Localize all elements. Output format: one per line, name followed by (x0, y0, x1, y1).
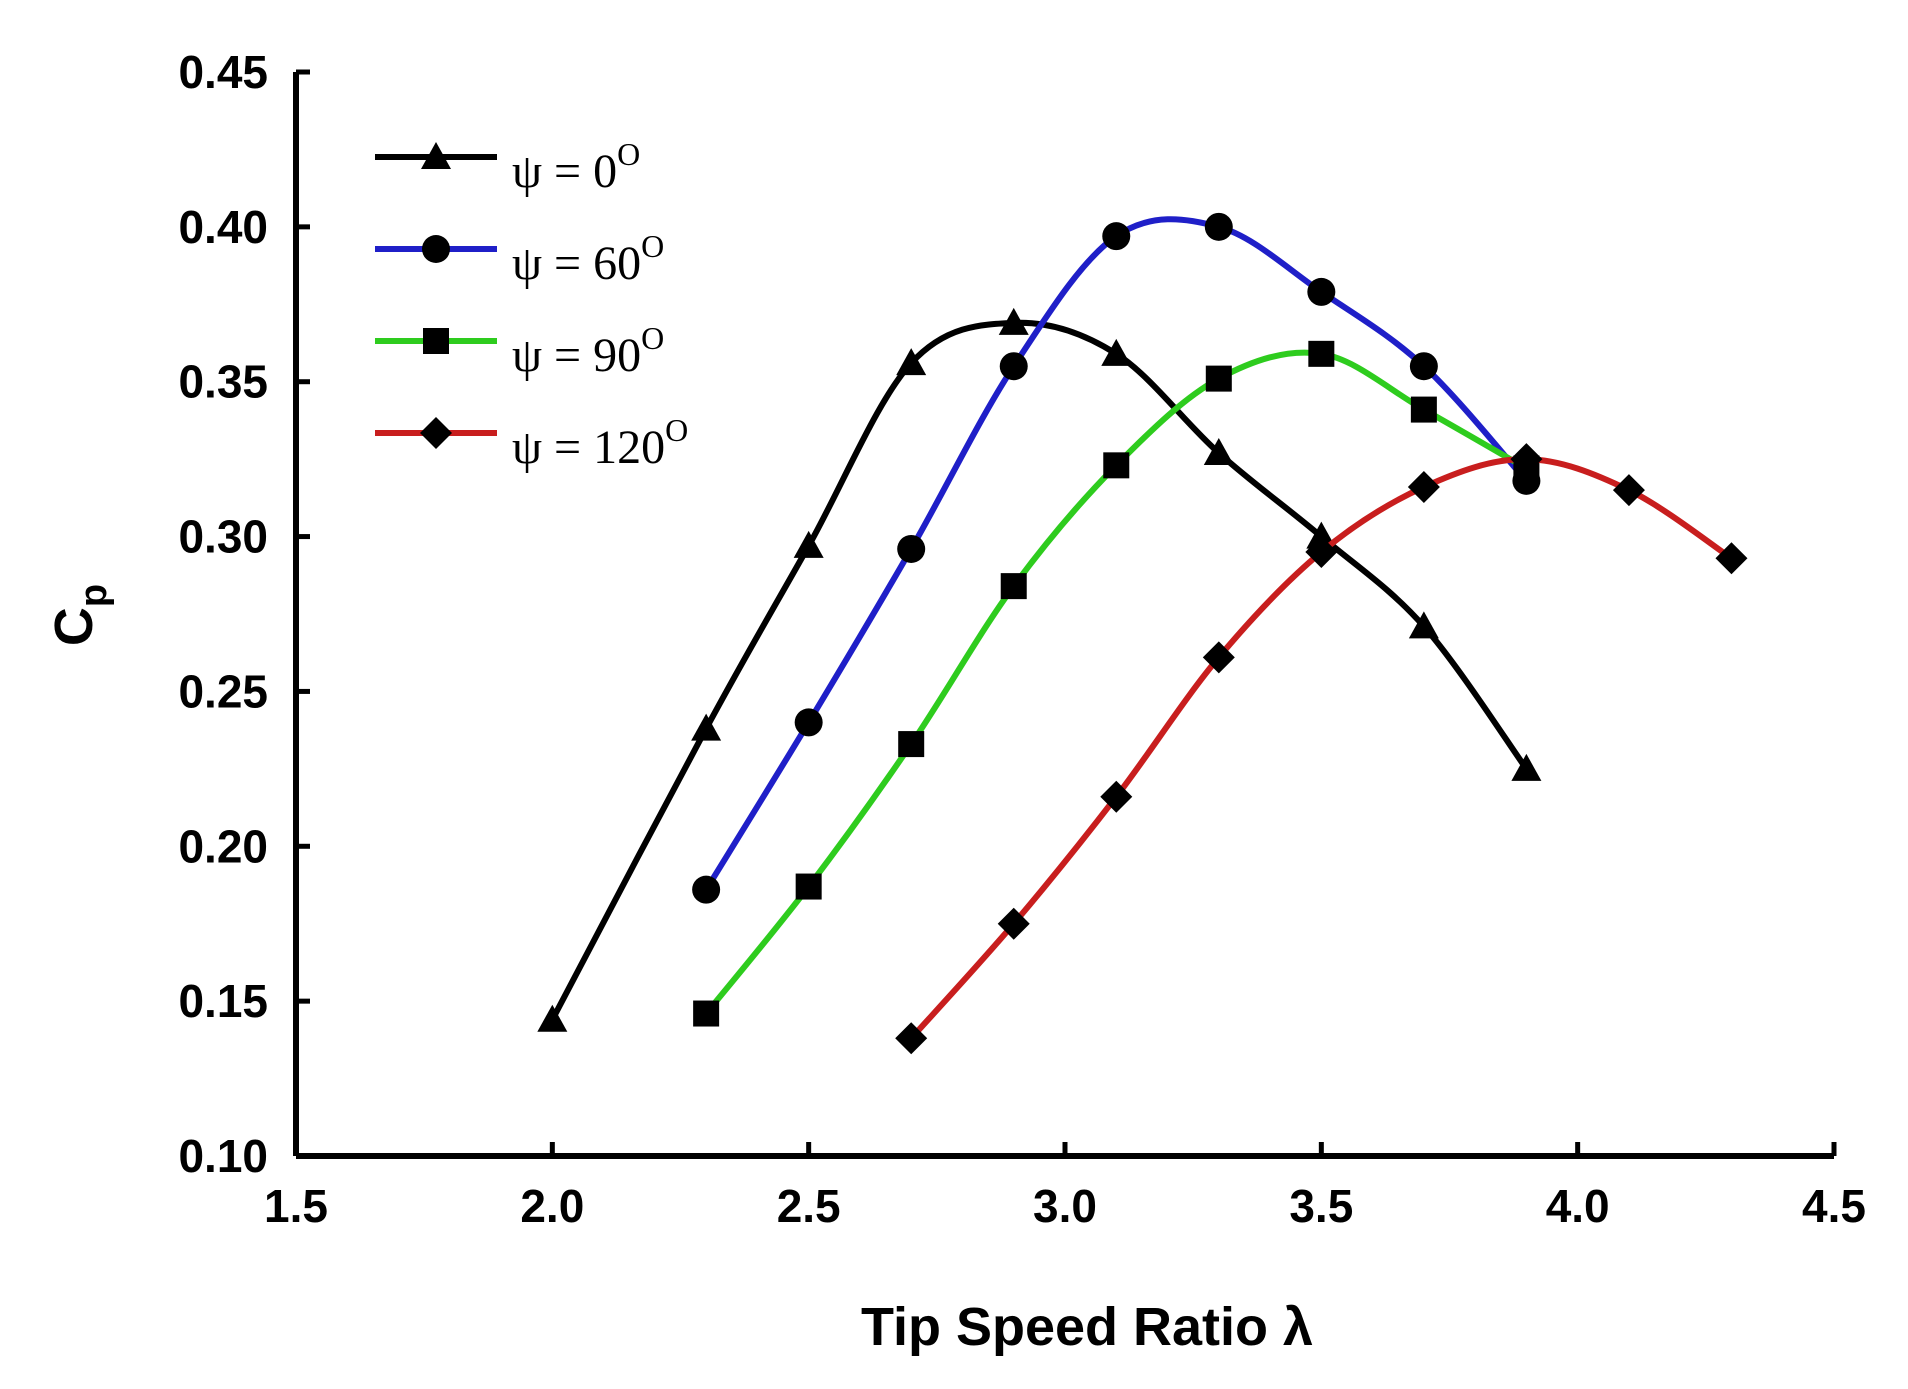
series-layer (537, 212, 1748, 1055)
series-0-point (1101, 338, 1132, 366)
legend-entry-0: ψ = 0O (375, 136, 640, 198)
series-2-point (1205, 365, 1232, 392)
series-2-point (898, 731, 925, 758)
legend-label: ψ = 0O (512, 136, 640, 198)
series-2-point (1103, 452, 1130, 479)
series-2-line (703, 349, 1528, 1016)
y-axis-title-sub: p (73, 584, 115, 607)
series-2-point (1308, 340, 1335, 367)
x-tick-label: 3.0 (1033, 1180, 1097, 1232)
y-tick-label: 0.35 (178, 356, 268, 408)
legend-marker (421, 142, 451, 169)
series-0-point (1306, 521, 1337, 549)
series-0-point (793, 530, 824, 558)
series-0-point (998, 307, 1029, 335)
series-3-point (1612, 474, 1645, 507)
x-tick-label: 4.5 (1802, 1180, 1866, 1232)
series-1-point (794, 708, 823, 737)
legend-entry-3: ψ = 120O (375, 412, 688, 474)
legend-label: ψ = 90O (512, 320, 664, 382)
x-tick-label: 2.5 (777, 1180, 841, 1232)
series-0-line (549, 319, 1529, 1022)
series-2 (693, 340, 1540, 1027)
series-1-point (1307, 277, 1336, 306)
series-3-point (1715, 542, 1748, 575)
series-1-point (1409, 352, 1438, 381)
series-1-point (692, 875, 721, 904)
series-2-point (1410, 396, 1437, 423)
y-tick-label: 0.30 (178, 511, 268, 563)
series-1 (692, 212, 1541, 904)
series-0-point (1408, 611, 1439, 639)
series-3 (895, 443, 1748, 1055)
series-0-point (1511, 753, 1542, 781)
x-tick-label: 1.5 (264, 1180, 328, 1232)
x-tick-label: 4.0 (1546, 1180, 1610, 1232)
series-1-line (703, 216, 1529, 892)
series-2-point (693, 1000, 720, 1027)
y-tick-label: 0.25 (178, 665, 268, 717)
x-tick-label: 3.5 (1289, 1180, 1353, 1232)
y-axis-title: Cp (44, 584, 115, 646)
series-1-point (1102, 222, 1131, 251)
axes: 1.5 2.0 2.5 3.0 3.5 4.0 4.5 0.10 0.15 0.20 0.25 0.3… (178, 46, 1866, 1232)
legend-marker (422, 235, 450, 263)
series-3-point (1305, 536, 1338, 569)
series-2-point (795, 873, 822, 900)
series-3-point (1510, 443, 1543, 476)
legend-marker (423, 328, 449, 354)
series-0-point (537, 1004, 568, 1032)
series-3-point (997, 907, 1030, 940)
y-tick-label: 0.40 (178, 201, 268, 253)
series-1-point (897, 534, 926, 563)
series-3-point (895, 1022, 928, 1055)
series-3-point (1407, 471, 1440, 504)
y-tick-label: 0.10 (178, 1130, 268, 1182)
series-0 (537, 307, 1542, 1032)
series-3-line (908, 456, 1734, 1041)
legend: ψ = 0O ψ = 60O ψ = 90O ψ = 120O (375, 136, 688, 474)
legend-entry-1: ψ = 60O (375, 228, 664, 290)
series-3-point (1100, 780, 1133, 813)
y-axis-title-main: C (44, 607, 104, 646)
series-0-point (896, 348, 927, 376)
y-tick-label: 0.45 (178, 46, 268, 98)
legend-marker (420, 417, 452, 449)
legend-label: ψ = 120O (512, 412, 688, 474)
legend-label: ψ = 60O (512, 228, 664, 290)
y-tick-label: 0.20 (178, 820, 268, 872)
svg-text:Cp: Cp (44, 584, 115, 646)
legend-entry-2: ψ = 90O (375, 320, 664, 382)
series-2-point (1000, 573, 1027, 600)
series-3-point (1202, 641, 1235, 674)
series-1-point (1204, 212, 1233, 241)
x-tick-label: 2.0 (520, 1180, 584, 1232)
series-0-point (691, 713, 722, 741)
y-tick-label: 0.15 (178, 975, 268, 1027)
x-axis-title: Tip Speed Ratio λ (861, 1297, 1313, 1357)
series-0-point (1203, 437, 1234, 465)
series-1-point (999, 352, 1028, 381)
